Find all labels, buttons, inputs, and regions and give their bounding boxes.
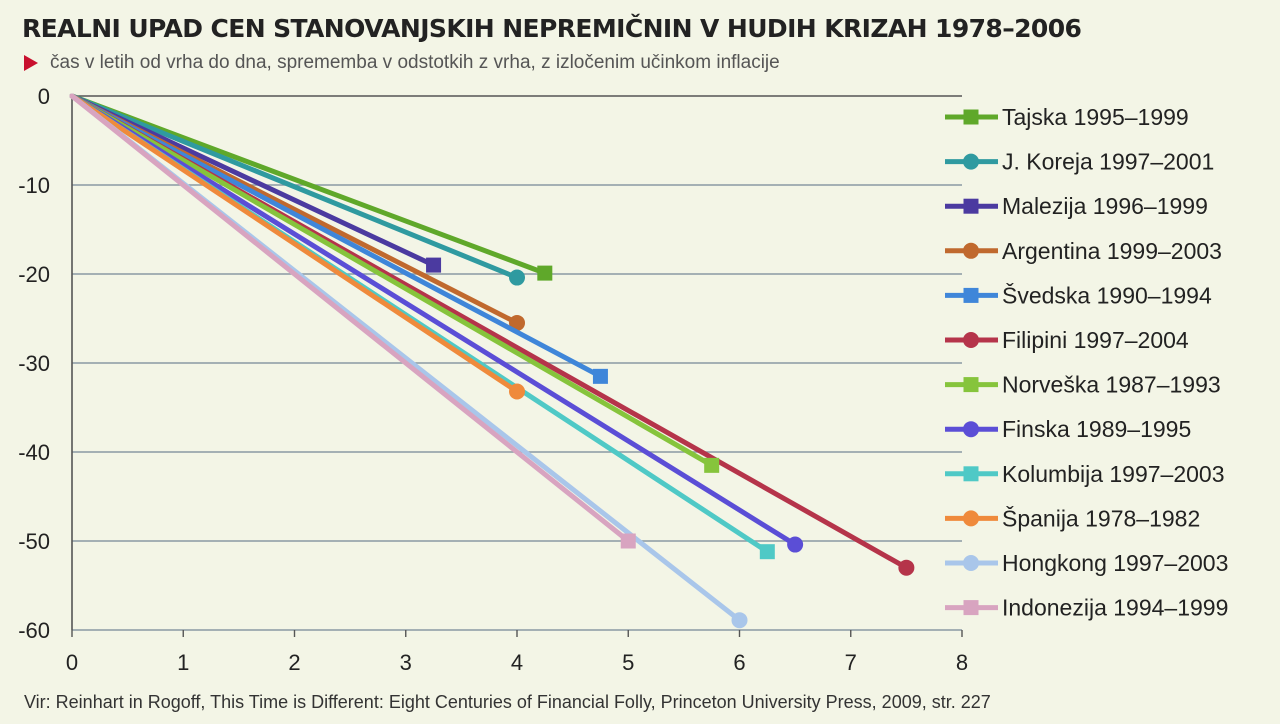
x-tick-label: 6 xyxy=(733,650,745,675)
legend-swatch-marker xyxy=(963,510,979,527)
legend-label: J. Koreja 1997–2001 xyxy=(1002,149,1214,175)
series-line xyxy=(69,93,520,394)
data-point xyxy=(509,269,525,286)
triangle-icon xyxy=(24,55,38,71)
series-line xyxy=(69,93,520,281)
legend-item: Hongkong 1997–2003 xyxy=(945,550,1228,576)
series-8 xyxy=(69,93,804,553)
legend-label: Filipini 1997–2004 xyxy=(1002,327,1189,353)
data-point xyxy=(509,314,525,331)
legend-label: Finska 1989–1995 xyxy=(1002,416,1191,442)
series-2 xyxy=(69,93,525,286)
legend-swatch-marker xyxy=(963,555,979,571)
legend-label: Španija 1978–1982 xyxy=(1002,504,1200,531)
x-tick-label: 0 xyxy=(66,650,78,675)
legend-swatch-marker xyxy=(963,466,979,482)
legend-swatch-marker xyxy=(963,332,979,348)
legend-item: Norveška 1987–1993 xyxy=(945,372,1221,398)
legend-item: Malezija 1996–1999 xyxy=(945,193,1208,219)
source-note: Vir: Reinhart in Rogoff, This Time is Di… xyxy=(24,692,991,712)
axes xyxy=(71,95,963,637)
series-group xyxy=(69,93,915,629)
legend-item: Filipini 1997–2004 xyxy=(945,327,1189,353)
y-tick-label: -50 xyxy=(18,529,50,554)
x-tick-label: 5 xyxy=(622,650,634,675)
legend-swatch-marker xyxy=(963,242,979,259)
legend-swatch-marker xyxy=(963,198,979,214)
legend-item: Finska 1989–1995 xyxy=(945,416,1191,442)
data-point xyxy=(704,457,720,473)
legend-label: Argentina 1999–2003 xyxy=(1002,238,1222,264)
legend-swatch-marker xyxy=(963,109,979,125)
legend-item: Švedska 1990–1994 xyxy=(945,281,1212,308)
y-tick-label: -30 xyxy=(18,351,50,376)
series-10 xyxy=(69,93,525,400)
legend-item: Tajska 1995–1999 xyxy=(945,104,1189,130)
legend-label: Indonezija 1994–1999 xyxy=(1002,595,1228,621)
series-line xyxy=(69,93,603,379)
x-tick-label: 8 xyxy=(956,650,968,675)
chart-title: REALNI UPAD CEN STANOVANJSKIH NEPREMIČNI… xyxy=(22,14,1082,43)
data-point xyxy=(620,533,636,549)
legend-item: Španija 1978–1982 xyxy=(945,504,1200,531)
x-tick-label: 1 xyxy=(177,650,189,675)
y-tick-label: -40 xyxy=(18,440,50,465)
legend-label: Tajska 1995–1999 xyxy=(1002,104,1189,130)
data-point xyxy=(509,383,525,400)
legend-swatch-marker xyxy=(963,377,979,393)
legend-item: Argentina 1999–2003 xyxy=(945,238,1222,264)
data-point xyxy=(759,544,775,560)
series-line xyxy=(69,93,715,468)
series-7 xyxy=(69,93,720,473)
series-12 xyxy=(69,93,636,549)
tick-labels: 0 -10 -20 -30 -40 -50 -60 0 1 2 3 4 5 6 7 8 xyxy=(18,84,968,675)
x-tick-label: 2 xyxy=(288,650,300,675)
x-tick-label: 3 xyxy=(400,650,412,675)
y-tick-label: -10 xyxy=(18,173,50,198)
x-tick-label: 4 xyxy=(511,650,523,675)
legend-item: J. Koreja 1997–2001 xyxy=(945,149,1214,175)
legend-label: Kolumbija 1997–2003 xyxy=(1002,461,1225,487)
data-point xyxy=(731,612,748,629)
legend-swatch-marker xyxy=(963,421,979,438)
y-tick-label: -20 xyxy=(18,262,50,287)
legend-item: Indonezija 1994–1999 xyxy=(945,595,1228,621)
data-point xyxy=(537,265,553,281)
grid-lines xyxy=(72,184,962,631)
legend-swatch-marker xyxy=(963,287,979,303)
series-line xyxy=(69,93,798,548)
chart-subtitle: čas v letih od vrha do dna, sprememba v … xyxy=(24,52,780,74)
series-5 xyxy=(69,93,608,384)
legend: Tajska 1995–1999 J. Koreja 1997–2001 Malez… xyxy=(945,104,1228,621)
data-point xyxy=(426,257,442,273)
x-tick-label: 7 xyxy=(845,650,857,675)
legend-label: Malezija 1996–1999 xyxy=(1002,193,1208,219)
y-tick-label: -60 xyxy=(18,618,50,643)
legend-label: Norveška 1987–1993 xyxy=(1002,372,1221,398)
legend-item: Kolumbija 1997–2003 xyxy=(945,461,1225,487)
legend-swatch-marker xyxy=(963,153,979,170)
legend-swatch-marker xyxy=(963,600,979,616)
legend-label: Hongkong 1997–2003 xyxy=(1002,550,1228,576)
series-line xyxy=(69,93,631,544)
data-point xyxy=(787,536,804,553)
y-tick-label: 0 xyxy=(38,84,50,109)
legend-label: Švedska 1990–1994 xyxy=(1002,281,1212,308)
data-point xyxy=(592,368,608,384)
subtitle-text: čas v letih od vrha do dna, sprememba v … xyxy=(50,52,780,73)
data-point xyxy=(898,559,915,576)
